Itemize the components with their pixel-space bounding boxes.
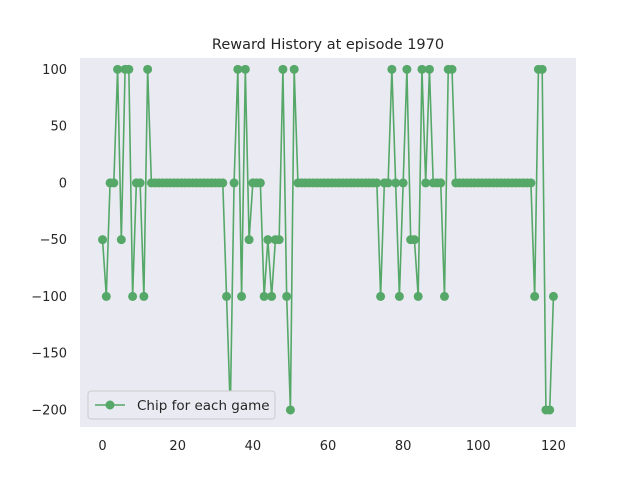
data-point xyxy=(101,291,111,301)
y-tick-label: −150 xyxy=(31,347,67,362)
data-point xyxy=(391,178,401,188)
data-point xyxy=(398,178,408,188)
data-point xyxy=(128,291,138,301)
data-point xyxy=(289,64,299,74)
data-point xyxy=(537,64,547,74)
legend: Chip for each game xyxy=(87,390,276,420)
data-point xyxy=(255,178,265,188)
chart-title: Reward History at episode 1970 xyxy=(212,37,444,53)
legend-marker-sample xyxy=(105,400,115,410)
y-tick-label: −200 xyxy=(31,403,67,418)
data-point xyxy=(259,291,269,301)
data-point xyxy=(282,291,292,301)
x-tick-label: 120 xyxy=(541,439,566,454)
data-point xyxy=(135,178,145,188)
data-point xyxy=(545,405,555,415)
data-point xyxy=(424,64,434,74)
data-point xyxy=(376,291,386,301)
y-tick-label: −50 xyxy=(40,233,67,248)
data-point xyxy=(402,64,412,74)
y-tick-label: 100 xyxy=(42,63,67,78)
legend-label: Chip for each game xyxy=(137,398,270,414)
data-point xyxy=(274,235,284,245)
y-axis-ticks: 100 50 0 −50 −100 −150 −200 xyxy=(31,63,67,419)
data-point xyxy=(372,178,382,188)
y-tick-label: 50 xyxy=(50,120,67,135)
x-tick-label: 60 xyxy=(320,439,337,454)
data-point xyxy=(113,64,123,74)
data-point xyxy=(139,291,149,301)
data-point xyxy=(98,235,108,245)
legend-box xyxy=(87,390,276,420)
x-tick-label: 80 xyxy=(395,439,412,454)
data-point xyxy=(409,235,419,245)
data-point xyxy=(548,291,558,301)
data-point xyxy=(436,178,446,188)
data-point xyxy=(237,291,247,301)
data-point xyxy=(109,178,119,188)
y-tick-label: −100 xyxy=(31,290,67,305)
data-point xyxy=(278,64,288,74)
data-point xyxy=(285,405,295,415)
y-tick-label: 0 xyxy=(59,176,67,191)
data-point xyxy=(233,64,243,74)
x-tick-label: 40 xyxy=(245,439,262,454)
data-point xyxy=(229,178,239,188)
data-point xyxy=(447,64,457,74)
data-point xyxy=(143,64,153,74)
data-point xyxy=(387,64,397,74)
data-point xyxy=(240,64,250,74)
x-tick-label: 0 xyxy=(98,439,106,454)
data-point xyxy=(116,235,126,245)
data-point xyxy=(421,178,431,188)
data-point xyxy=(244,235,254,245)
data-point xyxy=(439,291,449,301)
series-layer xyxy=(98,64,558,415)
x-axis-ticks: 0 20 40 60 80 100 120 xyxy=(98,439,565,454)
data-point xyxy=(394,291,404,301)
data-point xyxy=(413,291,423,301)
data-point xyxy=(530,291,540,301)
data-point xyxy=(526,178,536,188)
data-point xyxy=(124,64,134,74)
data-point xyxy=(222,291,232,301)
data-point xyxy=(263,235,273,245)
data-point xyxy=(383,178,393,188)
x-tick-label: 100 xyxy=(466,439,491,454)
data-point xyxy=(417,64,427,74)
x-tick-label: 20 xyxy=(169,439,186,454)
data-point xyxy=(218,178,228,188)
data-point xyxy=(267,291,277,301)
plot-background xyxy=(80,58,576,427)
